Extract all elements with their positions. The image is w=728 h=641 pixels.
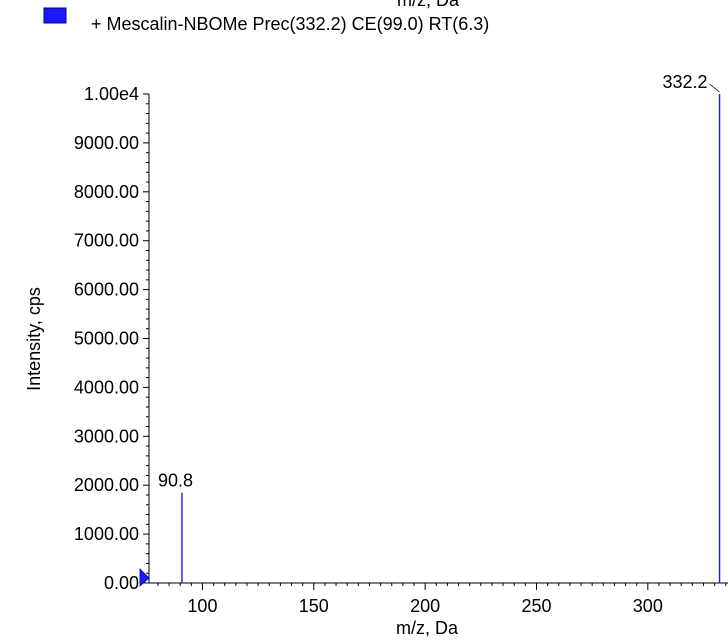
x-tick-label: 150 [299,596,329,616]
y-tick-label: 7000.00 [74,231,139,251]
top-axis-title-cut: m/z, Da [397,0,460,10]
y-tick-label: 6000.00 [74,280,139,300]
x-tick-label: 250 [521,596,551,616]
x-tick-label: 300 [633,596,663,616]
y-tick-label: 1000.00 [74,524,139,544]
y-tick-label: 4000.00 [74,377,139,397]
x-tick-label: 100 [187,596,217,616]
peak-label: 332.2 [662,72,707,92]
legend-label: + Mescalin-NBOMe Prec(332.2) CE(99.0) RT… [91,14,489,34]
y-tick-label: 9000.00 [74,133,139,153]
y-tick-label: 2000.00 [74,475,139,495]
y-tick-label: 0.00 [104,573,139,593]
y-tick-label: 5000.00 [74,329,139,349]
y-axis-title: Intensity, cps [24,287,44,391]
origin-marker[interactable] [139,568,150,587]
x-axis-ticks: 100 150 200 250 300 [157,583,727,616]
spectrum-peaks: 90.8 332.2 [158,72,721,583]
y-tick-label: 1.00e4 [84,84,139,104]
peak-label-leader [709,83,720,93]
x-tick-label: 200 [410,596,440,616]
legend-swatch [43,7,67,24]
legend: + Mescalin-NBOMe Prec(332.2) CE(99.0) RT… [43,7,489,34]
peak-label: 90.8 [158,471,193,491]
x-axis-title: m/z, Da [396,618,459,638]
y-tick-label: 8000.00 [74,182,139,202]
y-tick-label: 3000.00 [74,426,139,446]
y-axis-ticks: 0.00 1000.00 2000.00 3000.00 4000.00 5000.00 6… [74,84,149,593]
